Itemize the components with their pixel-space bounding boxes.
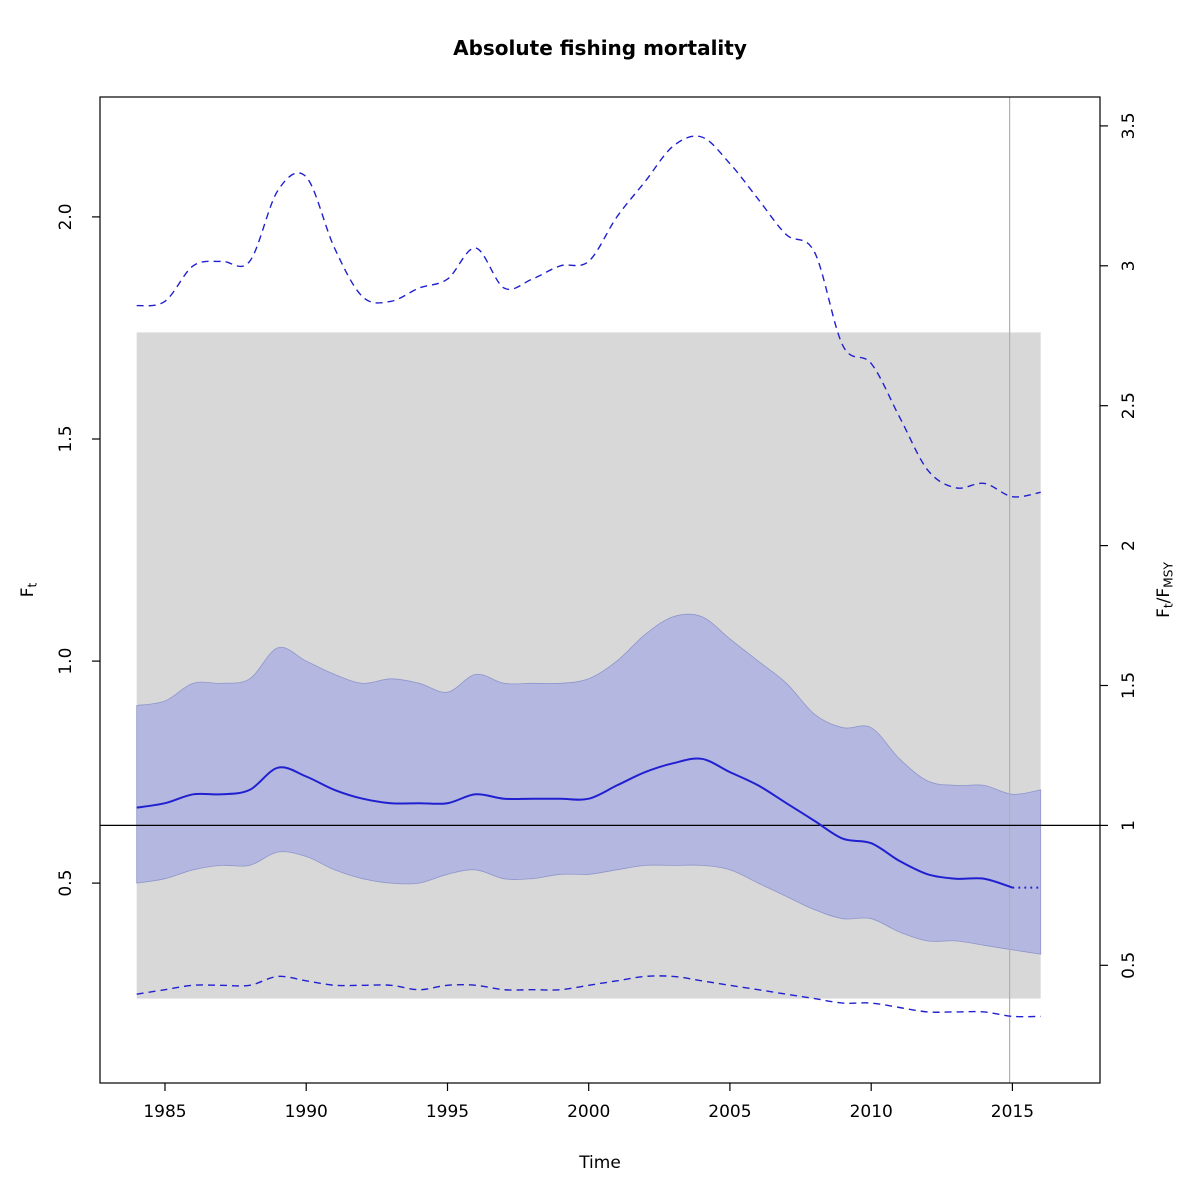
- y-right-tick-label: 1: [1119, 820, 1139, 831]
- x-tick-label: 2005: [708, 1102, 751, 1122]
- x-tick-label: 1990: [285, 1102, 328, 1122]
- plot-box: [99, 96, 1101, 1084]
- x-tick-label: 2015: [991, 1102, 1034, 1122]
- x-axis-label: Time: [578, 1153, 621, 1173]
- y-left-tick-label: 1.5: [56, 425, 76, 452]
- x-tick-label: 1995: [426, 1102, 469, 1122]
- y-right-tick-label: 3: [1119, 260, 1139, 271]
- y-left-tick-label: 2.0: [56, 203, 76, 230]
- x-tick-label: 1985: [143, 1102, 186, 1122]
- y-axis-left-label: Ft: [18, 583, 40, 598]
- y-right-tick-label: 0.5: [1119, 952, 1139, 979]
- y-left-tick-label: 0.5: [56, 870, 76, 897]
- y-right-tick-label: 3.5: [1119, 112, 1139, 139]
- y-right-tick-label: 2: [1119, 540, 1139, 551]
- f-upper-dashed-line: [136, 135, 1041, 498]
- y-right-tick-label: 2.5: [1119, 392, 1139, 419]
- f-lower-dashed-line: [136, 975, 1041, 1018]
- f-ci-band: [136, 613, 1042, 955]
- chart-title: Absolute fishing mortality: [453, 36, 747, 60]
- x-tick-label: 2000: [567, 1102, 610, 1122]
- x-tick-label: 2010: [850, 1102, 893, 1122]
- y-left-tick-label: 1.0: [56, 648, 76, 675]
- f-median-line: [136, 757, 1013, 889]
- y-right-tick-label: 1.5: [1119, 672, 1139, 699]
- y-axis-right-label: Ft/FMSY: [1154, 562, 1176, 618]
